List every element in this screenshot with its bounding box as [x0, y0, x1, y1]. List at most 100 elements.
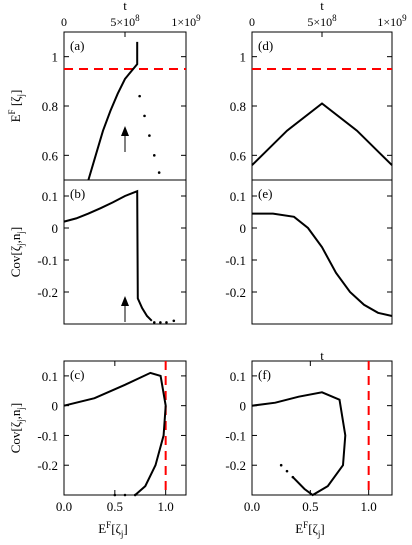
- y-axis-title: Cov[ζj,nj]: [8, 227, 26, 278]
- body: ,n: [8, 233, 23, 243]
- panel-4: 0.6 0.8 1 0 5×108 1×109 t (d): [230, 0, 407, 181]
- data-point: [157, 171, 161, 174]
- panel-label: (d): [258, 38, 273, 53]
- data-point: [138, 94, 141, 98]
- top-tick-label: 0: [249, 15, 255, 29]
- panel-1: 0.6 0.8 1 0 5×108 1×109 t EF [ζj] (a): [7, 0, 201, 181]
- y-tick-label: 0.8: [230, 99, 246, 114]
- y-tick-label: 0.1: [230, 189, 246, 204]
- y-tick-label: 0: [240, 221, 247, 236]
- panel-label: (f): [258, 367, 271, 382]
- series-line: [63, 189, 153, 322]
- series-line: [87, 41, 139, 181]
- y-tick-label: -0.1: [225, 253, 246, 268]
- body: ]: [123, 521, 127, 536]
- series-line: [251, 102, 393, 166]
- x-tick-label: 0.5: [107, 499, 123, 514]
- series-line: [251, 391, 347, 497]
- x-tick-label: 0.0: [244, 499, 260, 514]
- top-axis-title: t: [320, 0, 324, 13]
- data-point: [172, 319, 176, 323]
- x-axis-title: t: [320, 348, 324, 363]
- panel-3: -0.2-0.100.10.0 0.5 1.0EF[ζj]Cov[ζj,nj](c): [8, 360, 187, 539]
- body: ,n: [8, 409, 23, 419]
- subscript: j: [16, 243, 26, 247]
- data-point: [279, 463, 283, 467]
- y-tick-label: 0: [240, 399, 247, 414]
- body: Cov[ζ: [8, 245, 23, 277]
- panel-5: -0.2 -0.1 0 0.1 t (e): [225, 179, 393, 363]
- subscript: j: [317, 529, 321, 539]
- data-point: [152, 154, 156, 157]
- superscript: F: [7, 109, 17, 114]
- y-tick-label: -0.2: [37, 285, 58, 300]
- y-tick-label: 0.8: [42, 99, 58, 114]
- exponent: 8: [135, 13, 140, 23]
- superscript: F: [303, 520, 308, 530]
- body: Cov[ζ: [8, 421, 23, 453]
- y-tick-label: 0: [52, 399, 59, 414]
- top-tick-label: 5×108: [307, 13, 337, 29]
- annotation-arrowhead: [121, 296, 129, 306]
- plot-frame: [251, 31, 393, 181]
- y-tick-label: 1: [52, 50, 59, 65]
- x-tick-label: 0.0: [56, 499, 72, 514]
- data-point: [143, 114, 146, 118]
- body: ]: [8, 227, 23, 231]
- data-point: [152, 321, 156, 324]
- data-point: [133, 493, 137, 497]
- y-tick-label: 0.1: [230, 369, 246, 384]
- plot-frame: [251, 360, 393, 496]
- data-point: [291, 475, 295, 479]
- data-point: [113, 493, 117, 497]
- subscript: j: [16, 231, 26, 235]
- x-axis-title: EF[ζj]: [98, 520, 128, 539]
- y-tick-label: -0.1: [37, 253, 58, 268]
- top-tick-label: 1×109: [377, 13, 407, 29]
- y-tick-label: 1: [240, 50, 247, 65]
- y-tick-label: -0.2: [225, 458, 246, 473]
- exponent: 8: [332, 13, 337, 23]
- series-line: [63, 371, 167, 496]
- top-tick-label: 5×108: [110, 13, 140, 29]
- data-point: [159, 321, 162, 324]
- y-tick-label: -0.2: [37, 458, 58, 473]
- top-tick-label: 1×109: [171, 13, 201, 29]
- y-tick-label: -0.2: [225, 285, 246, 300]
- plot-frame: [63, 179, 187, 325]
- series-line: [252, 212, 393, 317]
- y-axis-title: EF [ζj]: [7, 90, 26, 123]
- data-point: [165, 321, 168, 324]
- body: [ζ: [8, 96, 23, 110]
- exponent: 9: [196, 13, 201, 23]
- y-axis-title: Cov[ζj,nj]: [8, 403, 26, 454]
- x-tick-label: 1.0: [361, 499, 377, 514]
- x-axis-title: EF[ζj]: [295, 520, 325, 539]
- top-tick-label: 0: [61, 15, 67, 29]
- body: [ζ: [308, 521, 318, 536]
- data-point: [123, 493, 127, 497]
- y-tick-label: -0.1: [37, 428, 58, 443]
- annotation-arrowhead: [121, 126, 129, 136]
- data-point: [285, 469, 289, 473]
- plot-frame: [251, 179, 393, 325]
- panel-label: (a): [70, 38, 84, 53]
- y-tick-label: 0.1: [42, 369, 58, 384]
- panel-label: (b): [70, 186, 85, 201]
- subscript: j: [16, 94, 26, 98]
- y-tick-label: -0.1: [225, 428, 246, 443]
- subscript: j: [16, 407, 26, 411]
- panel-6: -0.2 -0.1 0 0.1 0.0 0.5 1.0 EF[ζj] (f): [225, 360, 393, 539]
- exponent: 9: [402, 13, 407, 23]
- y-tick-label: 0.1: [42, 189, 58, 204]
- superscript: F: [106, 520, 111, 530]
- body: E: [8, 114, 23, 122]
- top-axis-title: t: [123, 0, 127, 13]
- body: [ζ: [111, 521, 121, 536]
- subscript: j: [120, 529, 124, 539]
- panel-label: (c): [70, 367, 84, 382]
- plot-frame: [63, 31, 187, 181]
